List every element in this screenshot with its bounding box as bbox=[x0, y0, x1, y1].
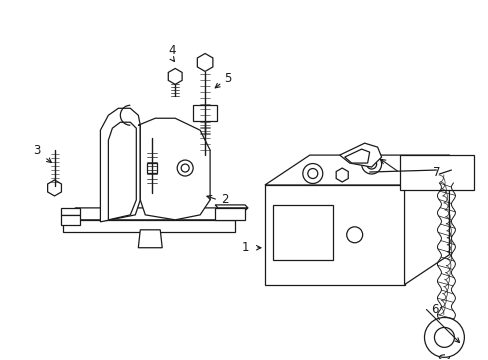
Polygon shape bbox=[62, 208, 247, 220]
Bar bbox=[272, 205, 332, 260]
Text: 1: 1 bbox=[241, 241, 248, 254]
Polygon shape bbox=[61, 215, 81, 225]
Polygon shape bbox=[215, 205, 247, 208]
Circle shape bbox=[177, 160, 193, 176]
Polygon shape bbox=[108, 122, 136, 220]
Polygon shape bbox=[404, 155, 448, 285]
Bar bbox=[193, 105, 217, 121]
Polygon shape bbox=[264, 185, 404, 285]
Polygon shape bbox=[100, 108, 140, 222]
FancyBboxPatch shape bbox=[147, 163, 157, 173]
Polygon shape bbox=[264, 155, 448, 185]
Circle shape bbox=[346, 227, 362, 243]
Circle shape bbox=[424, 318, 464, 357]
Bar bbox=[399, 155, 473, 190]
Polygon shape bbox=[215, 208, 244, 220]
Circle shape bbox=[302, 163, 322, 184]
Circle shape bbox=[361, 154, 381, 174]
Polygon shape bbox=[61, 208, 81, 215]
Polygon shape bbox=[138, 118, 210, 220]
Polygon shape bbox=[138, 230, 162, 248]
Text: 5: 5 bbox=[224, 72, 231, 85]
Text: 2: 2 bbox=[221, 193, 228, 206]
Text: 4: 4 bbox=[168, 44, 176, 57]
Circle shape bbox=[431, 160, 446, 174]
Text: 7: 7 bbox=[432, 166, 440, 179]
Text: 3: 3 bbox=[33, 144, 40, 157]
Polygon shape bbox=[339, 143, 381, 167]
Polygon shape bbox=[344, 149, 369, 163]
Text: 6: 6 bbox=[430, 303, 437, 316]
Polygon shape bbox=[62, 220, 235, 232]
